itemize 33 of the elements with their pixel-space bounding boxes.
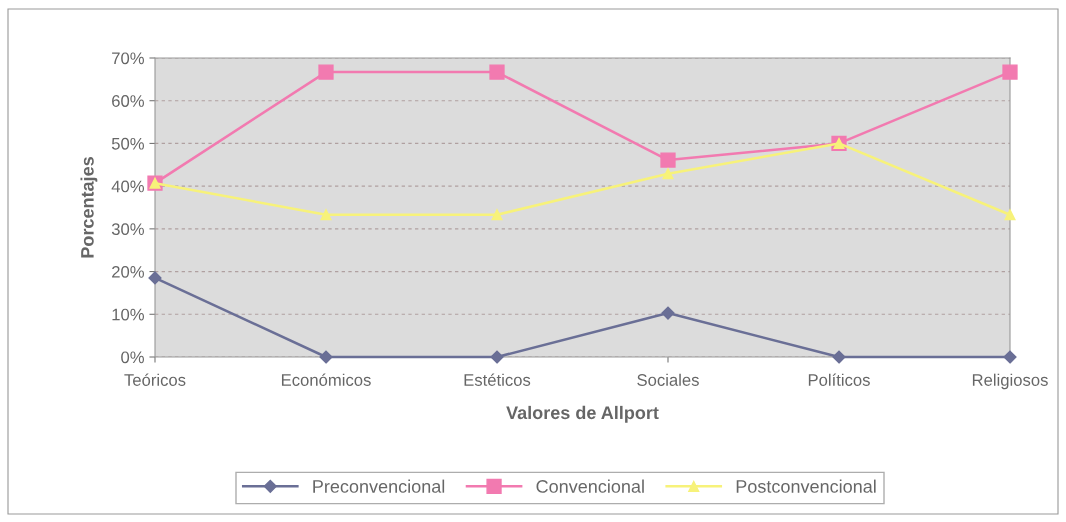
y-tick-label: 50% xyxy=(111,137,144,150)
x-axis-title: Valores de Allport xyxy=(506,405,659,423)
point xyxy=(662,168,674,180)
y-tick-label: 30% xyxy=(111,223,144,236)
x-tick-label: Religiosos xyxy=(972,373,1048,390)
point xyxy=(319,350,333,364)
x-tick-label: Estéticos xyxy=(464,373,531,386)
point xyxy=(320,209,332,221)
point xyxy=(832,350,846,364)
legend-label: Convencional xyxy=(536,479,644,493)
y-axis-title: Porcentajes xyxy=(80,157,98,258)
point xyxy=(148,271,162,285)
y-tick-label: 60% xyxy=(112,95,144,107)
legend-label: Preconvencional xyxy=(313,479,445,493)
y-tick-label: 0% xyxy=(121,351,144,364)
x-tick-label: Sociales xyxy=(637,373,699,386)
point xyxy=(660,152,676,168)
point xyxy=(491,209,503,221)
y-tick-label: 20% xyxy=(112,265,144,278)
legend-label: Postconvencional xyxy=(736,479,876,493)
x-tick-label: Económicos xyxy=(281,373,371,386)
y-tick-label: 70% xyxy=(112,52,144,65)
point xyxy=(490,350,504,364)
point xyxy=(1003,350,1017,364)
y-tick-label: 40% xyxy=(111,180,144,193)
y-tick-label: 10% xyxy=(112,308,144,321)
point xyxy=(1004,209,1016,221)
point xyxy=(1002,64,1018,80)
point xyxy=(661,306,675,320)
point xyxy=(318,64,334,80)
x-tick-label: Teóricos xyxy=(124,373,186,386)
point xyxy=(489,64,505,80)
x-tick-label: Políticos xyxy=(808,373,870,386)
